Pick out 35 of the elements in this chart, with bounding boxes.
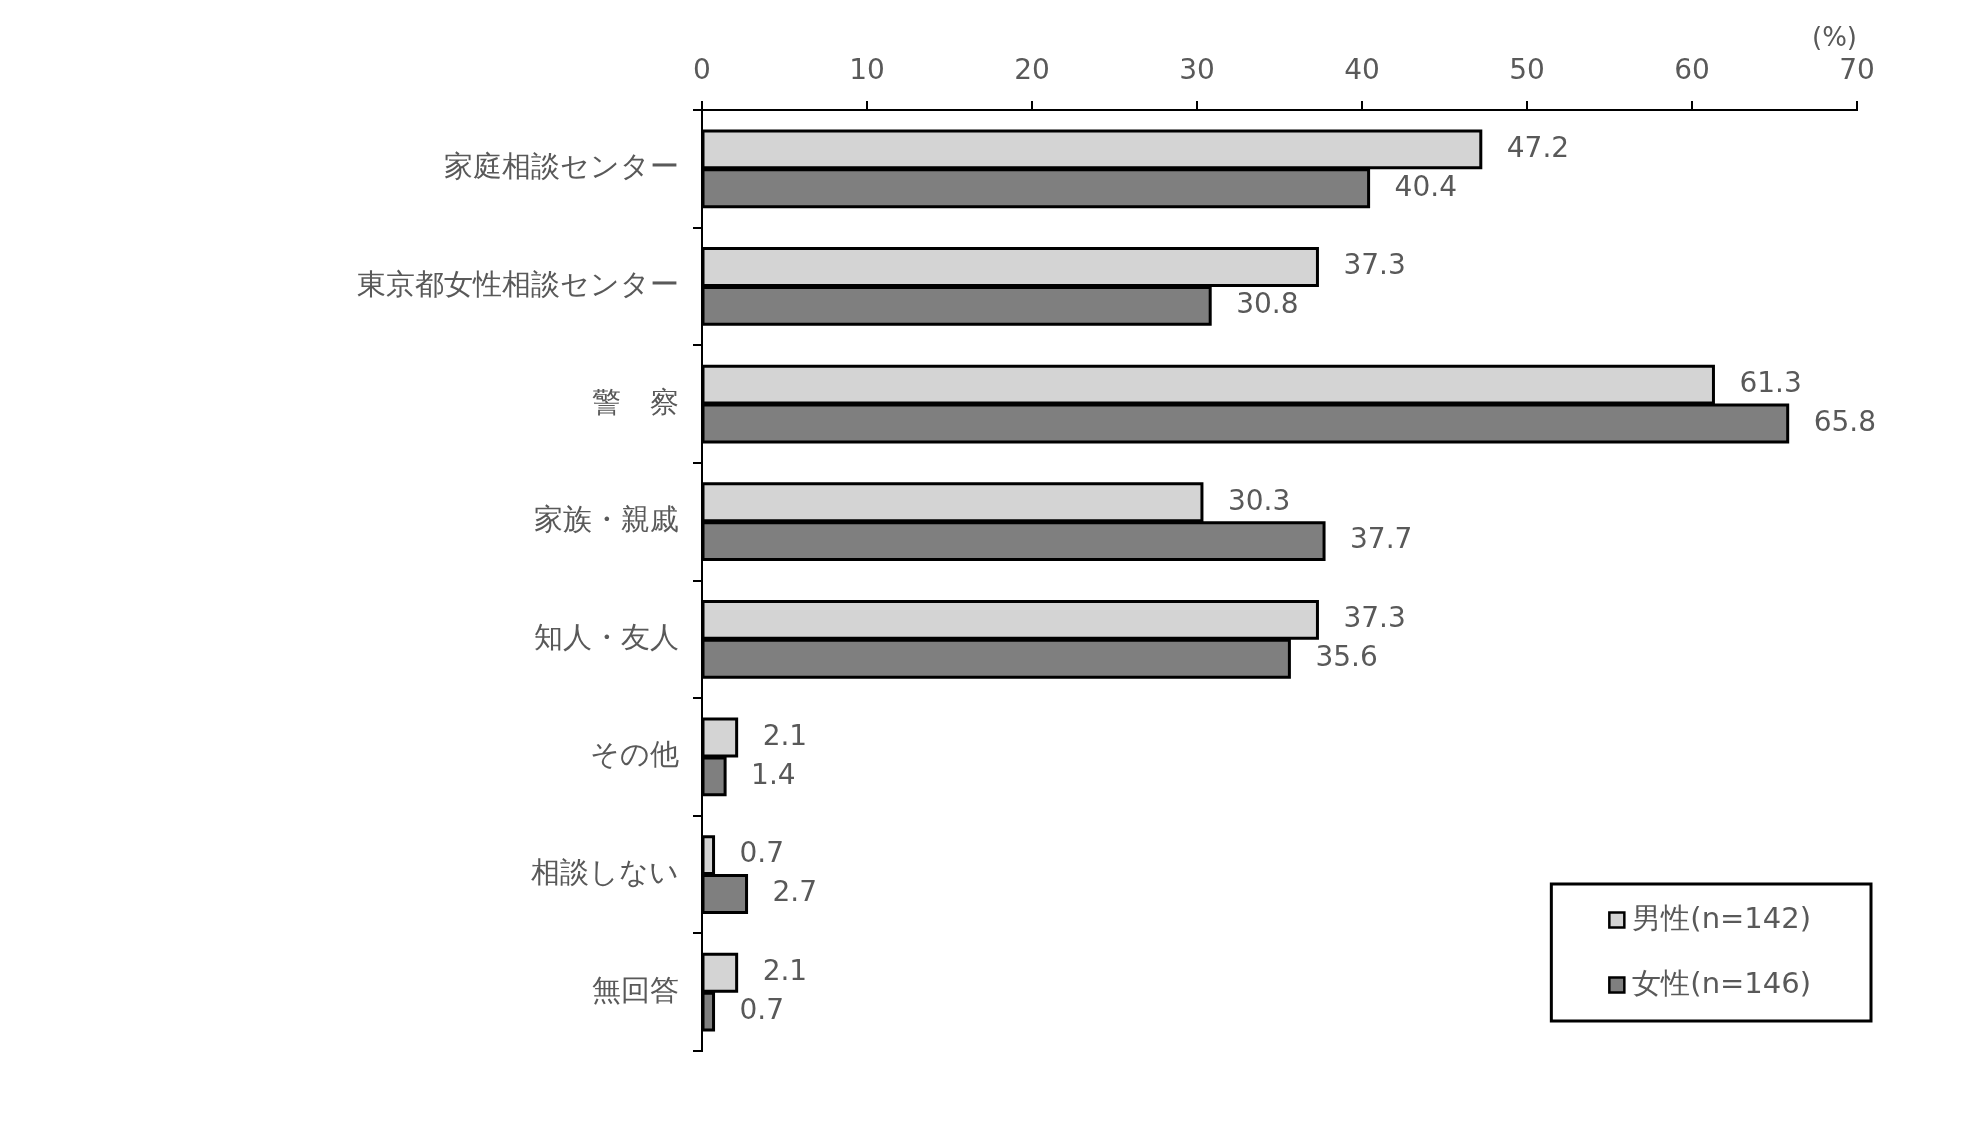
data-label: 2.1 (762, 954, 808, 988)
y-tick-label: 警 察 (592, 384, 679, 419)
data-label: 1.4 (751, 757, 796, 791)
x-tick-label: 40 (1344, 53, 1380, 87)
x-axis-title: (%) (1812, 22, 1857, 53)
data-label: 30.8 (1236, 287, 1299, 321)
x-tick-label: 10 (849, 53, 885, 87)
y-tick-label: 東京都女性相談センター (357, 266, 679, 301)
legend-label: 女性(n=146) (1632, 965, 1812, 1000)
data-label: 30.3 (1227, 483, 1291, 517)
data-label: 0.7 (739, 992, 785, 1026)
data-label: 65.8 (1813, 404, 1877, 438)
data-label: 40.4 (1394, 169, 1457, 203)
data-label: 47.2 (1506, 130, 1570, 164)
data-label: 2.7 (772, 875, 818, 909)
x-tick-label: 0 (693, 53, 711, 87)
data-label: 37.7 (1350, 522, 1413, 556)
y-tick-label: 家族・親戚 (534, 502, 679, 537)
x-tick-label: 60 (1674, 53, 1710, 87)
data-label: 2.1 (762, 718, 808, 752)
data-label: 37.3 (1343, 248, 1406, 282)
y-tick-label: その他 (590, 737, 679, 772)
data-label: 0.7 (739, 836, 785, 870)
y-tick-label: 無回答 (592, 972, 679, 1007)
data-label: 37.3 (1343, 601, 1406, 635)
x-tick-label: 30 (1179, 53, 1215, 87)
y-tick-label: 家庭相談センター (444, 149, 679, 184)
y-tick-label: 相談しない (531, 855, 679, 890)
data-label: 35.6 (1315, 640, 1378, 673)
x-tick-label: 50 (1509, 53, 1545, 87)
data-label: 61.3 (1739, 365, 1802, 399)
legend-label: 男性(n=142) (1632, 900, 1812, 935)
x-tick-label: 20 (1014, 53, 1050, 87)
y-tick-label: 知人・友人 (534, 619, 679, 654)
x-tick-label: 70 (1839, 53, 1875, 87)
